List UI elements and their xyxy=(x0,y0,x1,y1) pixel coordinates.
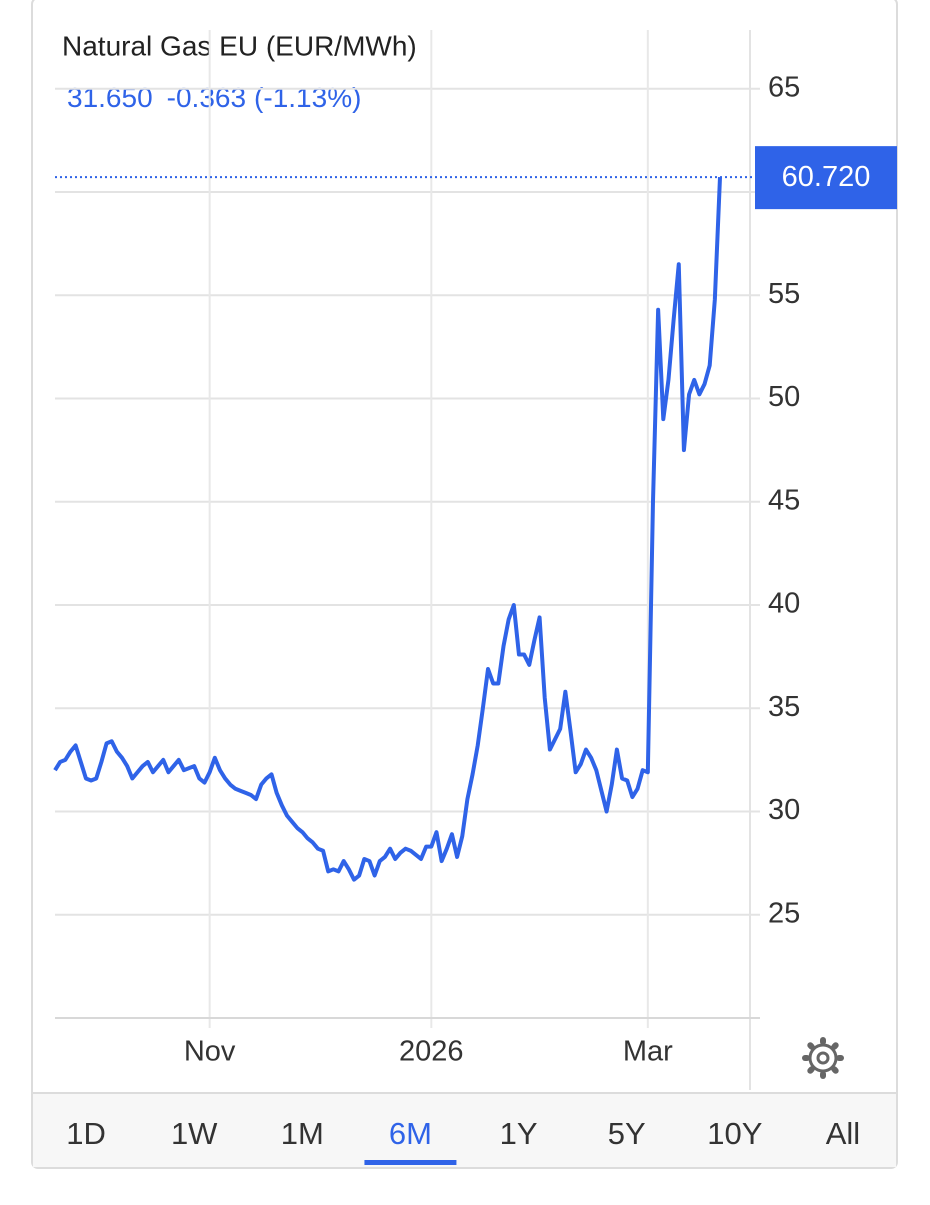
gear-teeth xyxy=(802,1037,844,1079)
change-pct: (-1.13%) xyxy=(254,82,361,113)
y-tick-label: 25 xyxy=(768,897,800,929)
y-tick-label: 40 xyxy=(768,588,800,620)
gear-hub xyxy=(816,1051,830,1065)
y-tick-label: 65 xyxy=(768,71,800,103)
range-bar xyxy=(33,1094,896,1167)
y-tick-label: 45 xyxy=(768,484,800,516)
range-button[interactable]: 6M xyxy=(389,1116,432,1151)
range-underline xyxy=(364,1160,457,1165)
range-button[interactable]: All xyxy=(826,1116,860,1151)
x-tick-label: Nov xyxy=(184,1036,236,1068)
range-button[interactable]: 10Y xyxy=(707,1116,762,1151)
x-tick-label: Mar xyxy=(623,1036,673,1068)
y-tick-label: 55 xyxy=(768,278,800,310)
range-button[interactable]: 5Y xyxy=(608,1116,646,1151)
range-button[interactable]: 1D xyxy=(66,1116,106,1151)
price-line xyxy=(53,177,722,882)
x-tick-label: 2026 xyxy=(399,1036,464,1068)
settings-icon[interactable] xyxy=(802,1037,844,1079)
change: -0.363 xyxy=(167,82,246,113)
quote: 31.650 -0.363 (-1.13%) xyxy=(67,82,361,113)
range-button[interactable]: 1Y xyxy=(500,1116,538,1151)
last-price-box xyxy=(755,146,897,210)
y-tick-label: 35 xyxy=(768,691,800,723)
grid xyxy=(55,30,760,1028)
y-tick-label: 30 xyxy=(768,794,800,826)
chart-title: Natural Gas EU (EUR/MWh) xyxy=(62,30,417,61)
y-tick-label: 50 xyxy=(768,381,800,413)
range-button[interactable]: 1W xyxy=(171,1116,218,1151)
price: 31.650 xyxy=(67,82,153,113)
last-price-label: 60.720 xyxy=(782,161,871,193)
range-button[interactable]: 1M xyxy=(281,1116,324,1151)
